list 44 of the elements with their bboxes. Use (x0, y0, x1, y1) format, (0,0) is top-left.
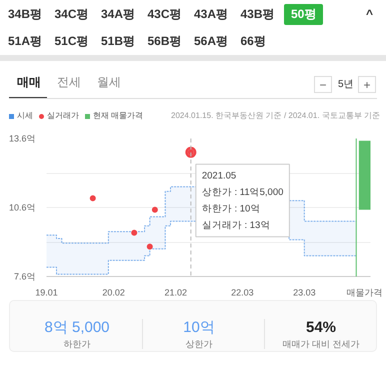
text: 34B평 (8, 6, 42, 23)
x-tick-label: 매물가격 (346, 288, 383, 298)
point (146, 244, 153, 250)
text: 50평 (284, 4, 324, 26)
text: 8억 5,000 (43, 318, 111, 338)
text: 월세 (97, 74, 121, 91)
y-tick-label: 10.6억 (8, 202, 36, 212)
text: 51C평 (54, 33, 89, 50)
text: 2024.01.15. 한국부동산원 기준 / 2024.01. 국토교통부 기준 (171, 110, 380, 122)
text: 51A평 (8, 33, 42, 50)
text: + (358, 76, 376, 93)
x-tick-label: 21.02 (164, 288, 188, 298)
legend-label: 현재 매물가격 (93, 110, 144, 122)
x-tick-label: 20.02 (102, 288, 125, 298)
text: 상한가 (184, 338, 214, 351)
text: 10억 (182, 318, 216, 338)
text: 56B평 (148, 33, 182, 50)
text: 66평 (240, 33, 266, 50)
text: ^ (366, 6, 374, 23)
text: 43C평 (148, 6, 182, 23)
text: 하한가 (62, 338, 92, 351)
y-tick-label: 13.6억 (8, 134, 36, 144)
x-tick-label: 23.03 (293, 288, 316, 298)
text: 매매가 대비 전세가 (281, 338, 360, 351)
x-tick-label: 19.01 (35, 288, 58, 298)
text: 전세 (57, 74, 81, 91)
point (152, 206, 158, 213)
text: 매매 (17, 74, 41, 91)
text: 43A평 (194, 6, 228, 23)
point (131, 230, 138, 236)
x-tick-label: 22.03 (231, 288, 254, 298)
text: 54% (304, 318, 338, 338)
text: 5년 (338, 78, 354, 92)
legend-label: 시세 (17, 110, 33, 122)
y-tick-label: 7.6억 (14, 272, 36, 282)
annotation: 2021.05 상한가 : 11억5,000 하한가 : 10억 실거래가 : 13억 (202, 170, 284, 231)
text: 56A평 (194, 33, 228, 50)
legend-label: 실거래가 (47, 110, 79, 122)
text: 34A평 (101, 6, 136, 23)
text: 43B평 (240, 6, 275, 23)
text: − (314, 76, 332, 93)
text: 34C평 (54, 6, 89, 23)
text: 51B평 (101, 33, 136, 50)
point (90, 195, 96, 202)
